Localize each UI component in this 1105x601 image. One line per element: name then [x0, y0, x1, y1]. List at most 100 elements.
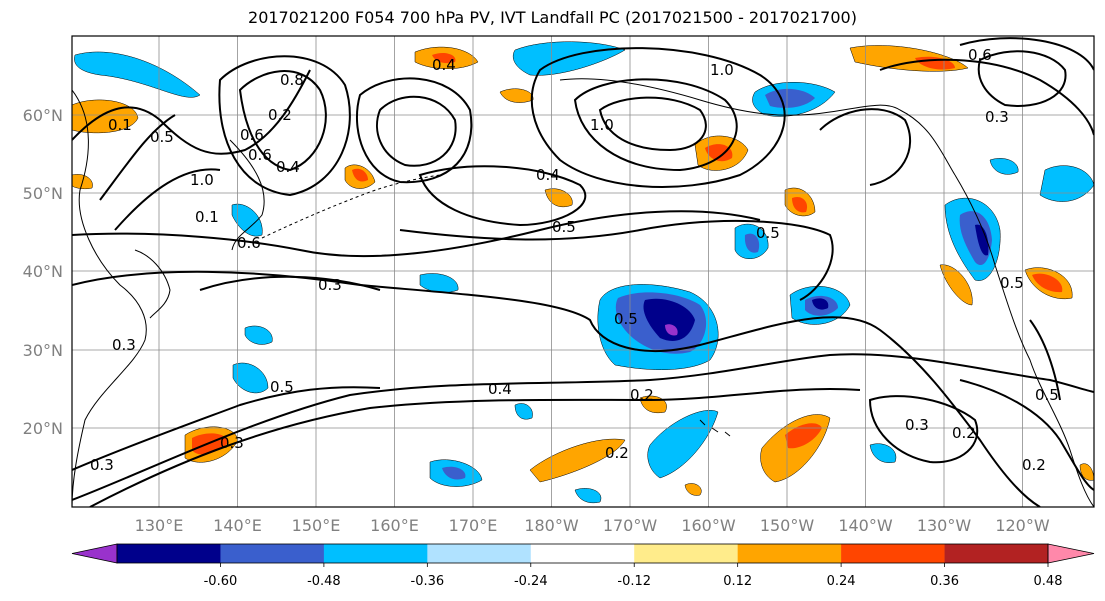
colorbar-segment: [530, 544, 635, 563]
colorbar-tick-label: -0.60: [204, 574, 238, 589]
longitude-labels: 130°E 140°E 150°E 160°E 170°E 180°W 170°W 160°W…: [135, 516, 1050, 535]
contour-label-group: 0.4 0.6 1.0 0.6 0.3 0.8 0.6 0.2 0.4 1.0 …: [90, 46, 1059, 474]
lat-tick-label: 20°N: [23, 419, 63, 438]
kamchatka-coast: [229, 139, 265, 251]
colorbar-segment: [944, 544, 1049, 563]
contour-line: [72, 210, 761, 258]
colorbar: [71, 543, 1095, 564]
anomaly-region: [765, 88, 815, 108]
colorbar-segment: [323, 544, 428, 563]
anomaly-region: [744, 233, 760, 253]
anomaly-region: [785, 423, 822, 449]
contour-line: [72, 386, 381, 471]
contour-line: [114, 168, 221, 231]
lon-tick-label: 150°E: [292, 516, 341, 535]
contour-line: [72, 353, 1094, 501]
anomaly-region: [574, 488, 602, 504]
colorbar-tick-label: 0.12: [723, 574, 752, 589]
contour-line: [530, 47, 786, 188]
anomaly-region: [432, 52, 456, 64]
anomaly-region: [244, 325, 273, 345]
anomaly-region: [442, 466, 466, 480]
contour-line: [959, 37, 1094, 71]
contour-line: [977, 50, 1067, 107]
contour-label: 0.1: [195, 208, 219, 226]
lon-tick-label: 180°W: [524, 516, 579, 535]
lat-tick-label: 30°N: [23, 341, 63, 360]
colorbar-segment: [841, 544, 945, 563]
contour-label: 0.5: [756, 224, 780, 242]
pv-contours: [72, 37, 1094, 507]
colorbar-segment: [117, 544, 221, 563]
lon-tick-label: 120°W: [995, 516, 1050, 535]
anomaly-region: [232, 362, 269, 394]
anomaly-region: [812, 298, 829, 310]
anomaly-region: [792, 196, 808, 213]
contour-label: 0.2: [268, 106, 292, 124]
contour-line: [959, 379, 1094, 491]
coastlines: [72, 78, 1094, 507]
contour-label: 0.5: [614, 310, 638, 328]
colorbar-frame: [116, 543, 1049, 564]
anomaly-region: [643, 298, 695, 341]
contour-label: 0.1: [108, 116, 132, 134]
plot-area: [72, 36, 1094, 507]
anomaly-region: [1032, 273, 1063, 293]
contour-label: 1.0: [590, 116, 614, 134]
north-america-west-coast: [954, 174, 1094, 507]
colorbar-tick-label: -0.24: [514, 574, 548, 589]
anomaly-region: [419, 273, 459, 293]
lon-tick-label: 140°E: [213, 516, 262, 535]
anomaly-region: [647, 410, 719, 479]
contour-line: [238, 70, 327, 172]
contour-label: 0.3: [112, 336, 136, 354]
contour-label: 0.3: [985, 108, 1009, 126]
japan-coast: [134, 249, 171, 319]
contour-label: 0.6: [248, 146, 272, 164]
contour-line: [376, 95, 457, 167]
contour-line: [355, 77, 473, 184]
alaska-coast: [559, 78, 956, 176]
contour-label: 0.5: [1035, 386, 1059, 404]
anomaly-region: [665, 324, 678, 336]
plot-frame: [71, 35, 1095, 508]
lon-tick-label: 140°W: [838, 516, 893, 535]
anomaly-region: [989, 158, 1019, 175]
contour-label: 0.3: [90, 456, 114, 474]
shaded-anomalies: [72, 41, 1094, 504]
lon-tick-label: 150°W: [760, 516, 815, 535]
contour-line: [868, 395, 979, 464]
contour-line: [819, 108, 911, 186]
anomaly-region: [514, 403, 533, 420]
colorbar-tick-label: 0.24: [827, 574, 856, 589]
contour-line: [879, 58, 1094, 136]
contour-label: 0.3: [318, 276, 342, 294]
anomaly-region: [1079, 463, 1094, 481]
colorbar-labels: -0.60 -0.48 -0.36 -0.24 -0.12 0.12 0.24 0.36 0.4…: [204, 563, 1062, 589]
lat-tick-label: 50°N: [23, 184, 63, 203]
contour-line: [399, 219, 834, 301]
anomaly-region: [74, 51, 201, 98]
lon-tick-label: 160°E: [370, 516, 419, 535]
anomaly-region: [975, 224, 989, 256]
contour-line: [218, 55, 351, 197]
colorbar-tick-label: 0.36: [930, 574, 959, 589]
latitude-labels: 60°N 50°N 40°N 30°N 20°N: [23, 106, 63, 438]
contour-line: [418, 165, 587, 227]
contour-label: 0.3: [220, 434, 244, 452]
anomaly-region: [352, 168, 368, 182]
lat-tick-label: 60°N: [23, 106, 63, 125]
contour-label: 0.8: [280, 71, 304, 89]
anomaly-region: [499, 88, 534, 103]
anomaly-region: [705, 144, 733, 162]
lat-tick-label: 40°N: [23, 262, 63, 281]
anomaly-region: [939, 264, 973, 306]
contour-label: 0.5: [552, 218, 576, 236]
anomaly-region: [231, 203, 263, 237]
colorbar-segment: [737, 544, 842, 563]
anomaly-region: [684, 483, 702, 496]
colorbar-segment: [634, 544, 738, 563]
contour-line: [573, 78, 738, 172]
colorbar-tick-label: -0.36: [411, 574, 445, 589]
